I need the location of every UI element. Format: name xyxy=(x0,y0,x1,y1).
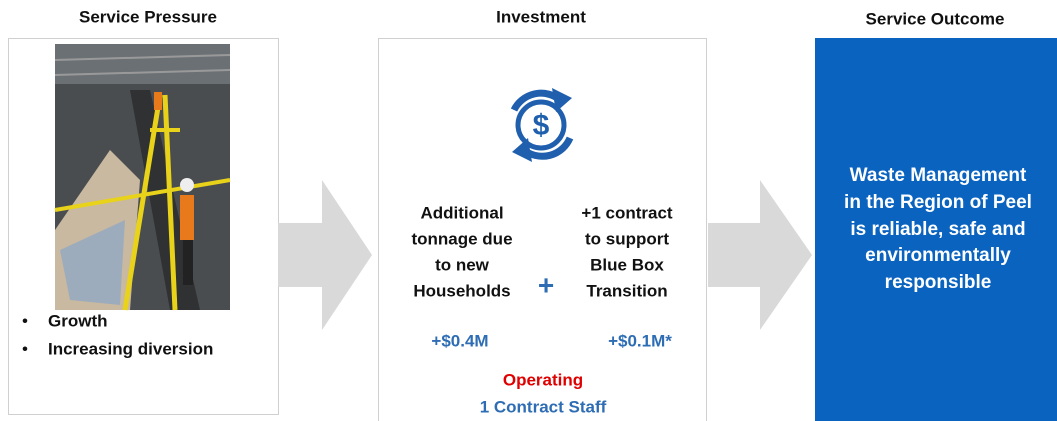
svg-text:$: $ xyxy=(533,109,550,142)
plus-sign: + xyxy=(538,269,554,300)
column-title: Service Pressure xyxy=(79,7,217,26)
outcome-text: responsible xyxy=(885,272,992,293)
photo xyxy=(55,44,230,310)
arrow xyxy=(708,180,812,330)
investment-text: to support xyxy=(585,229,669,248)
footer-text: 1 Contract Staff xyxy=(480,397,607,416)
bullet-marker: • xyxy=(22,311,28,330)
investment-text: Additional xyxy=(420,203,503,222)
amount: +$0.1M* xyxy=(608,331,672,350)
outcome-text: is reliable, safe and xyxy=(850,219,1025,240)
investment-text: Transition xyxy=(586,281,667,300)
outcome-text: environmentally xyxy=(865,245,1011,266)
column-title: Investment xyxy=(496,7,586,26)
slide: Service Pressure Investment Service Outc… xyxy=(0,0,1057,421)
outcome-text: in the Region of Peel xyxy=(844,192,1032,213)
investment-text: Blue Box xyxy=(590,255,664,274)
amount: +$0.4M xyxy=(431,331,488,350)
investment-text: tonnage due xyxy=(411,229,512,248)
bullet-marker: • xyxy=(22,339,28,358)
investment-text: to new xyxy=(435,255,490,274)
page: {"columns": [ {"title": "Service Pressur… xyxy=(0,0,1057,421)
footer-text: Operating xyxy=(503,370,583,389)
investment-text: +1 contract xyxy=(581,203,673,222)
bullet: Increasing diversion xyxy=(48,339,213,358)
bullet: Growth xyxy=(48,311,108,330)
investment-text: Households xyxy=(413,281,510,300)
arrow xyxy=(278,180,372,330)
outcome-text: Waste Management xyxy=(850,165,1027,186)
column-title: Service Outcome xyxy=(866,9,1005,28)
